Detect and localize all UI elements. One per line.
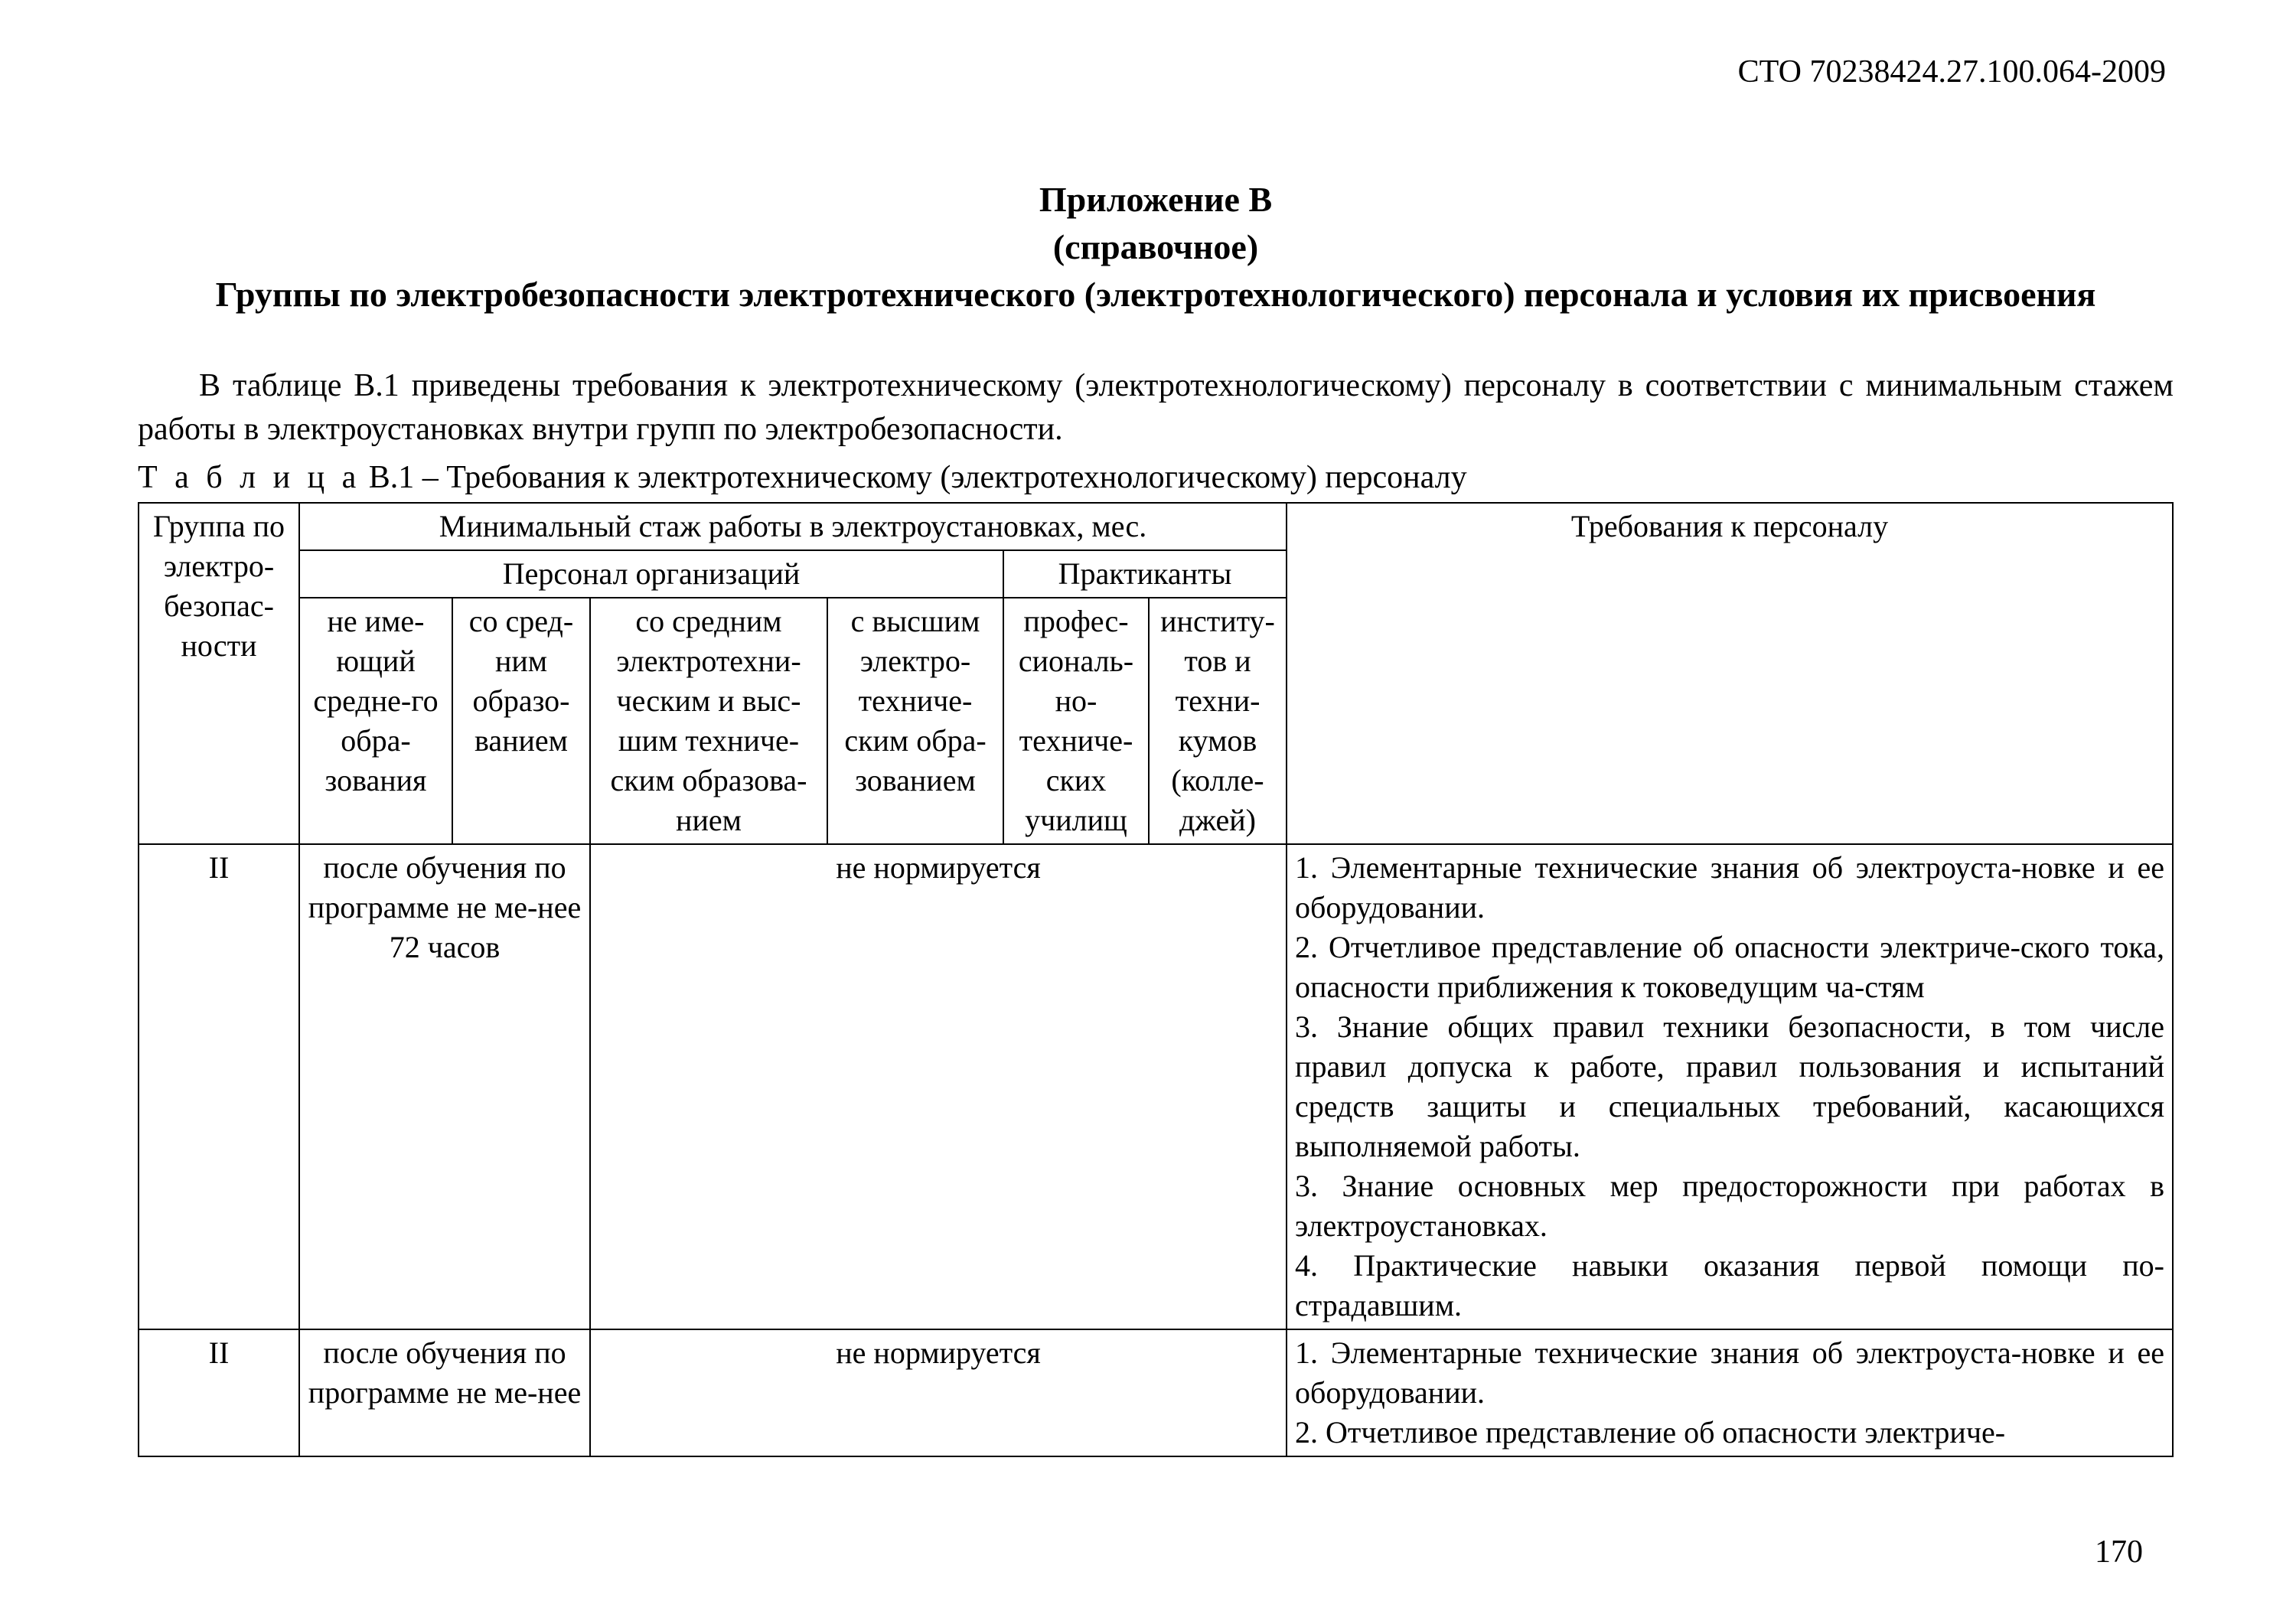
intro-paragraph: В таблице В.1 приведены требования к эле… bbox=[138, 364, 2174, 451]
document-id: СТО 70238424.27.100.064-2009 bbox=[1738, 54, 2166, 90]
requirements-table: Группа по электро-безопас-ности Минималь… bbox=[138, 502, 2174, 1457]
table-row: II после обучения по программе не ме-нее… bbox=[139, 1329, 2173, 1456]
th-ptu: профес-сиональ-но-техниче-ских училищ bbox=[1003, 598, 1149, 844]
cell-not-regulated: не нормируется bbox=[590, 1329, 1287, 1456]
th-stage: Минимальный стаж работы в электроустанов… bbox=[299, 503, 1287, 550]
heading-line1: Приложение В bbox=[138, 176, 2174, 223]
table-body: II после обучения по программе не ме-нее… bbox=[139, 844, 2173, 1456]
heading: Приложение В (справочное) Группы по элек… bbox=[138, 176, 2174, 318]
intro-block: В таблице В.1 приведены требования к эле… bbox=[138, 364, 2174, 499]
th-sred-el: со средним электротехни-ческим и выс-шим… bbox=[590, 598, 827, 844]
th-noedu: не име-ющий средне-го обра-зования bbox=[299, 598, 452, 844]
cell-training: после обучения по программе не ме-нее72 … bbox=[299, 844, 590, 1329]
heading-line3: Группы по электробезопасности электротех… bbox=[138, 271, 2174, 318]
th-group: Группа по электро-безопас-ности bbox=[139, 503, 299, 844]
cell-training: после обучения по программе не ме-нее bbox=[299, 1329, 590, 1456]
cell-group: II bbox=[139, 844, 299, 1329]
table-row: II после обучения по программе не ме-нее… bbox=[139, 844, 2173, 1329]
th-org: Персонал организаций bbox=[299, 550, 1003, 598]
cell-requirements: 1. Элементарные технические знания об эл… bbox=[1287, 844, 2173, 1329]
heading-line2: (справочное) bbox=[138, 223, 2174, 271]
th-inst: институ-тов и техни-кумов (колле-джей) bbox=[1149, 598, 1287, 844]
th-high: с высшим электро-техниче-ским обра-зован… bbox=[827, 598, 1003, 844]
cell-requirements: 1. Элементарные технические знания об эл… bbox=[1287, 1329, 2173, 1456]
caption-prefix: Т а б л и ц а bbox=[138, 460, 360, 495]
th-sred: со сред-ним образо-ванием bbox=[452, 598, 590, 844]
page: СТО 70238424.27.100.064-2009 Приложение … bbox=[0, 0, 2296, 1624]
table-caption: Т а б л и ц а В.1 – Требования к электро… bbox=[138, 456, 2174, 500]
th-praktikanty: Практиканты bbox=[1003, 550, 1287, 598]
page-number: 170 bbox=[2095, 1534, 2143, 1570]
caption-rest: В.1 – Требования к электротехническому (… bbox=[360, 460, 1466, 495]
cell-not-regulated: не нормируется bbox=[590, 844, 1287, 1329]
th-requirements: Требования к персоналу bbox=[1287, 503, 2173, 844]
cell-group: II bbox=[139, 1329, 299, 1456]
